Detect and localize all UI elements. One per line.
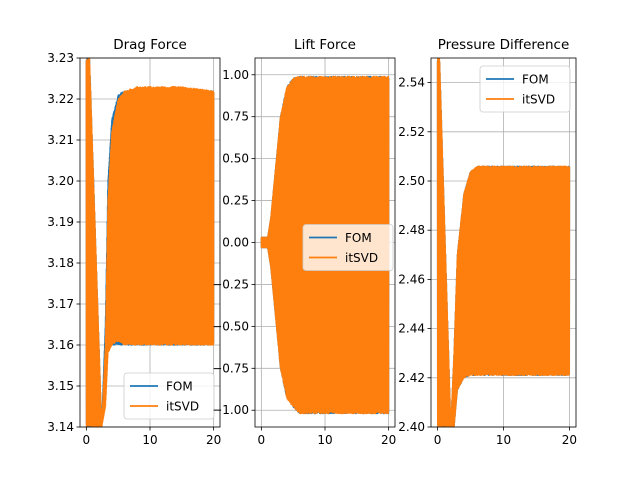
legend-box (302, 224, 394, 271)
legend-box (123, 372, 215, 420)
y-tick-label: 3.23 (47, 51, 74, 65)
legend-label-fom: FOM (522, 73, 549, 87)
y-tick-label: 3.19 (47, 215, 74, 229)
series-itsvd (260, 75, 390, 415)
plot-area (85, 58, 215, 427)
y-tick-label: 3.18 (47, 256, 74, 270)
y-tick-label: 2.50 (398, 174, 425, 188)
series-line-itsvd (436, 58, 571, 427)
legend: FOM itSVD (302, 224, 394, 271)
subplot-title: Pressure Difference (438, 37, 570, 53)
y-tick-label: 0.25 (222, 194, 249, 208)
legend: FOM itSVD (479, 65, 571, 113)
y-tick-label: 3.17 (47, 297, 74, 311)
y-tick-label: −1.00 (212, 403, 249, 417)
subplots: 0 10 20 3.14 3.15 3.16 3.17 3.18 3.19 3.20 3.21 3.2… (47, 37, 577, 447)
subplot-2: 0 10 20 −1.00 −0.75 −0.50 −0.25 0.00 0.25 0.50 0.7… (212, 37, 396, 447)
x-tick-label: 10 (496, 433, 511, 447)
y-tick-label: 0.50 (222, 152, 249, 166)
subplot-1: 0 10 20 3.14 3.15 3.16 3.17 3.18 3.19 3.20 3.21 3.2… (47, 37, 221, 447)
y-tick-label: 3.22 (47, 92, 74, 106)
x-tick-label: 10 (142, 433, 157, 447)
legend-label-itsvd: itSVD (345, 251, 378, 265)
x-tick-label: 20 (206, 433, 221, 447)
y-tick-label: 2.40 (398, 420, 425, 434)
y-tick-label: 2.42 (398, 371, 425, 385)
plot-area (436, 58, 571, 427)
y-tick-label: −0.25 (212, 277, 249, 291)
y-tick-label: 3.16 (47, 338, 74, 352)
y-tick-label: 3.14 (47, 420, 74, 434)
x-tick-label: 20 (562, 433, 577, 447)
legend-box (479, 65, 571, 113)
legend-label-itsvd: itSVD (166, 400, 199, 414)
x-tick-label: 0 (434, 433, 442, 447)
x-tick-label: 0 (83, 433, 91, 447)
legend-label-fom: FOM (166, 380, 193, 394)
y-tick-label: 2.54 (398, 76, 425, 90)
y-tick-label: 1.00 (222, 68, 249, 82)
series-line-itsvd (85, 58, 215, 427)
subplot-title: Drag Force (113, 37, 187, 53)
legend-label-itsvd: itSVD (522, 93, 555, 107)
x-tick-label: 0 (258, 433, 266, 447)
y-tick-label: 0.00 (222, 236, 249, 250)
y-tick-label: 2.48 (398, 223, 425, 237)
plot-area (260, 75, 390, 415)
y-tick-label: 2.46 (398, 272, 425, 286)
y-tick-label: −0.75 (212, 361, 249, 375)
y-tick-label: 2.52 (398, 125, 425, 139)
legend: FOM itSVD (123, 372, 215, 420)
y-tick-label: 3.20 (47, 174, 74, 188)
series-itsvd (85, 58, 215, 427)
y-tick-label: 0.75 (222, 110, 249, 124)
x-tick-label: 20 (381, 433, 396, 447)
subplot-title: Lift Force (294, 37, 356, 53)
series-line-itsvd (260, 75, 390, 415)
subplot-3: 0 10 20 2.40 2.42 2.44 2.46 2.48 2.50 2.52 2.54 Pre… (398, 37, 577, 447)
legend-label-fom: FOM (345, 231, 372, 245)
y-tick-label: 2.44 (398, 322, 425, 336)
y-tick-label: 3.15 (47, 379, 74, 393)
y-tick-label: 3.21 (47, 133, 74, 147)
series-itsvd (436, 58, 571, 427)
x-tick-label: 10 (317, 433, 332, 447)
y-tick-label: −0.50 (212, 319, 249, 333)
